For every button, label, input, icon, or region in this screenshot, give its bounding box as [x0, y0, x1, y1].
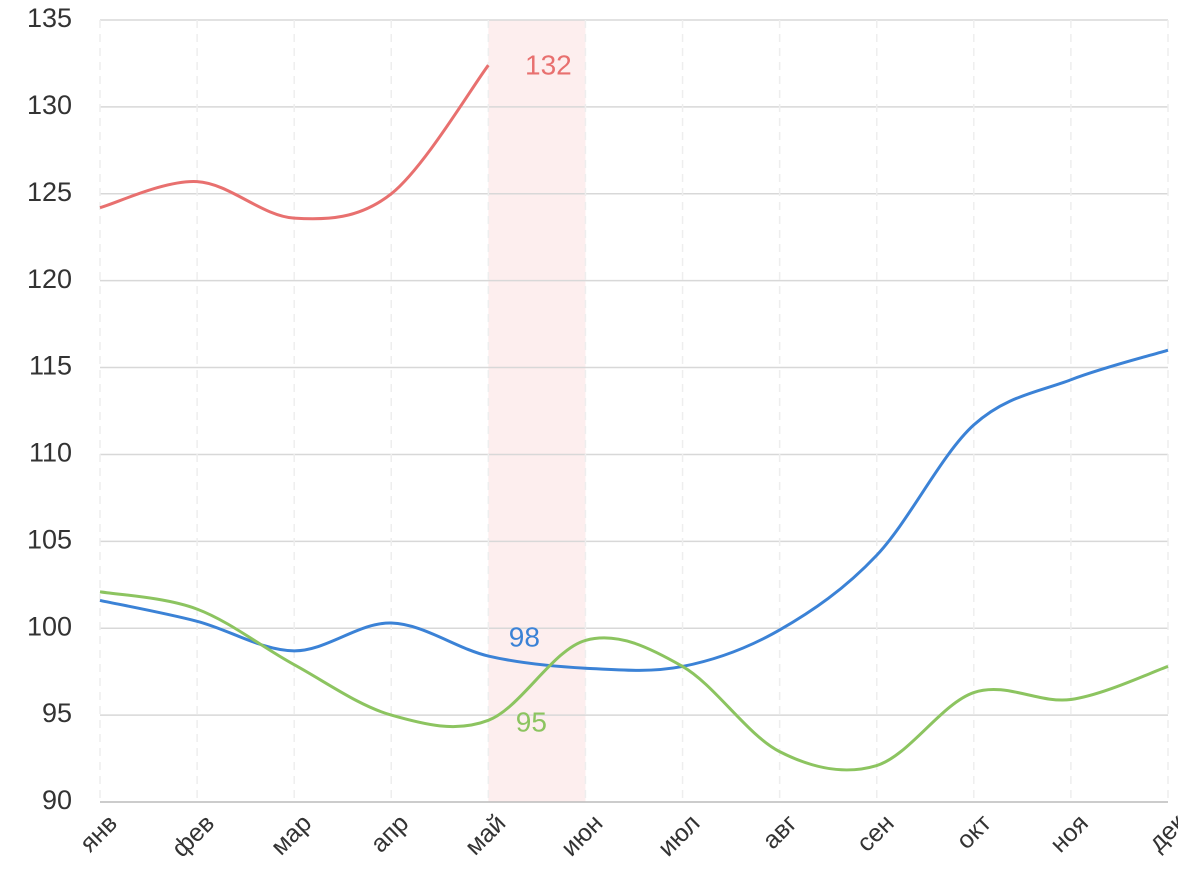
x-tick-label: авг: [757, 809, 802, 854]
y-tick-label: 90: [42, 785, 72, 815]
x-tick-label: мар: [265, 809, 317, 861]
x-tick-label: апр: [365, 809, 414, 858]
y-tick-label: 105: [27, 524, 72, 554]
y-tick-label: 125: [27, 177, 72, 207]
y-tick-label: 130: [27, 90, 72, 120]
value-label: 95: [516, 707, 547, 738]
series-line: [99, 590, 1169, 772]
y-tick-label: 95: [42, 698, 72, 728]
value-label: 132: [525, 50, 572, 81]
x-tick-label: май: [460, 809, 512, 861]
x-tick-label: янв: [74, 809, 123, 858]
x-tick-label: дек: [1143, 808, 1178, 856]
y-tick-label: 100: [27, 611, 72, 641]
series-line: [99, 348, 1169, 672]
x-tick-label: ноя: [1045, 809, 1094, 858]
x-tick-label: июл: [653, 809, 706, 862]
x-tick-label: июн: [556, 809, 609, 862]
y-tick-label: 110: [29, 438, 72, 468]
x-tick-label: сен: [851, 809, 899, 857]
y-tick-label: 115: [29, 351, 72, 381]
x-tick-label: окт: [951, 809, 997, 855]
value-label: 98: [509, 621, 540, 652]
y-tick-label: 120: [27, 264, 72, 294]
y-tick-label: 135: [27, 3, 72, 33]
x-tick-label: фев: [166, 809, 220, 863]
series-line: [99, 64, 490, 221]
highlight-band: [488, 20, 586, 802]
